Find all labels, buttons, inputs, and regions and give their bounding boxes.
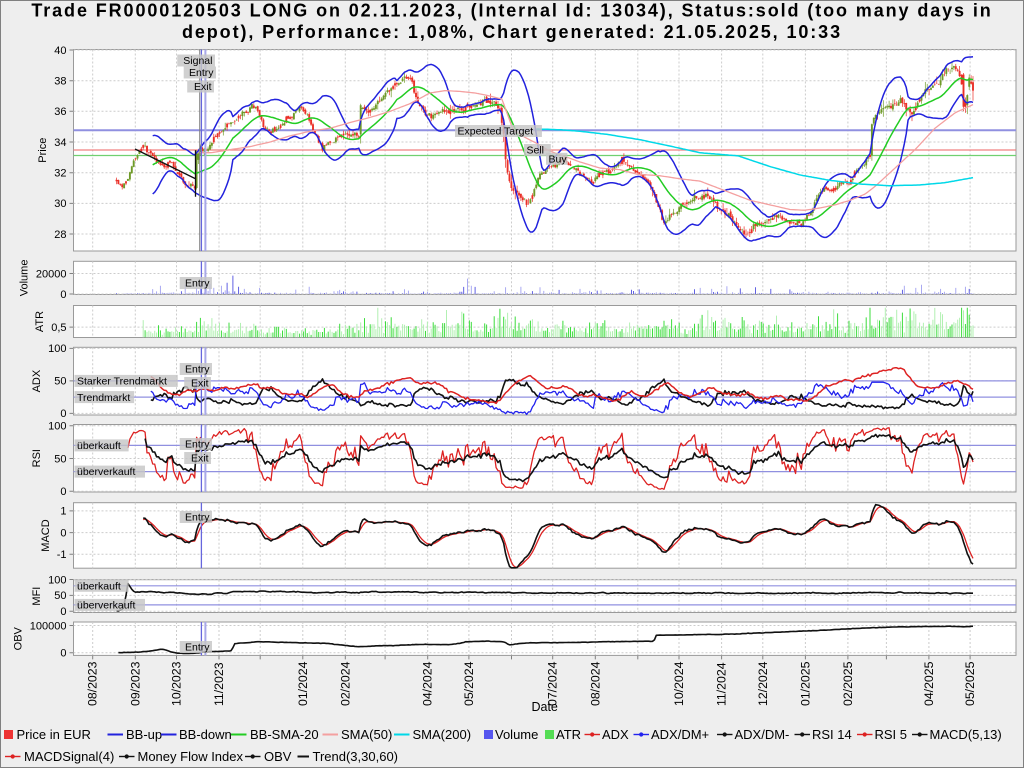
svg-text:Entry: Entry xyxy=(185,642,210,654)
svg-text:ADX/DM+: ADX/DM+ xyxy=(651,727,709,742)
svg-text:überkauft: überkauft xyxy=(77,580,121,592)
svg-text:Volume: Volume xyxy=(19,260,31,297)
svg-text:100000: 100000 xyxy=(30,620,67,632)
svg-text:38: 38 xyxy=(54,76,66,88)
svg-text:04/2024: 04/2024 xyxy=(421,661,435,706)
svg-text:07/2024: 07/2024 xyxy=(546,661,560,706)
svg-text:0: 0 xyxy=(60,408,66,420)
svg-text:11/2023: 11/2023 xyxy=(212,662,226,706)
svg-text:01/2025: 01/2025 xyxy=(798,661,812,706)
svg-text:BB-SMA-20: BB-SMA-20 xyxy=(250,727,319,742)
svg-text:überverkauft: überverkauft xyxy=(77,466,135,478)
svg-text:Signal: Signal xyxy=(183,55,212,67)
svg-text:36: 36 xyxy=(54,106,66,118)
svg-text:ATR: ATR xyxy=(556,727,581,742)
svg-text:SMA(50): SMA(50) xyxy=(341,727,392,742)
svg-text:ADX/DM-: ADX/DM- xyxy=(735,727,790,742)
svg-text:MACD: MACD xyxy=(40,519,52,551)
svg-text:100: 100 xyxy=(48,343,66,355)
svg-text:ATR: ATR xyxy=(34,311,46,332)
svg-text:Exit: Exit xyxy=(191,378,209,390)
svg-text:Entry: Entry xyxy=(189,67,214,79)
svg-text:1: 1 xyxy=(60,506,66,518)
svg-text:04/2025: 04/2025 xyxy=(922,661,936,706)
svg-text:MACDSignal(4): MACDSignal(4) xyxy=(24,749,114,764)
svg-text:RSI: RSI xyxy=(31,449,43,467)
svg-text:0,5: 0,5 xyxy=(51,322,66,334)
svg-text:ADX: ADX xyxy=(602,727,629,742)
svg-text:09/2023: 09/2023 xyxy=(128,661,142,706)
svg-text:Exit: Exit xyxy=(191,453,209,465)
svg-text:Entry: Entry xyxy=(185,512,210,524)
svg-text:Entry: Entry xyxy=(185,364,210,376)
svg-text:SMA(200): SMA(200) xyxy=(413,727,472,742)
svg-text:MACD(5,13): MACD(5,13) xyxy=(930,727,1002,742)
svg-text:40: 40 xyxy=(54,45,66,57)
svg-text:OBV: OBV xyxy=(13,626,25,650)
svg-text:Money Flow Index: Money Flow Index xyxy=(138,749,244,764)
svg-text:RSI 14: RSI 14 xyxy=(812,727,852,742)
svg-text:Buy: Buy xyxy=(549,153,568,165)
svg-text:Entry: Entry xyxy=(185,439,210,451)
svg-text:depot), Performance: 1,08%, Ch: depot), Performance: 1,08%, Chart genera… xyxy=(182,22,842,42)
svg-text:Sell: Sell xyxy=(527,145,545,157)
svg-text:BB-down: BB-down xyxy=(179,727,232,742)
svg-text:Trade FR0000120503 LONG on 02.: Trade FR0000120503 LONG on 02.11.2023, (… xyxy=(31,1,992,21)
svg-text:100: 100 xyxy=(48,574,66,586)
svg-text:0: 0 xyxy=(60,527,66,539)
svg-text:überkauft: überkauft xyxy=(77,440,121,452)
svg-text:ADX: ADX xyxy=(31,369,43,392)
svg-text:01/2024: 01/2024 xyxy=(296,661,310,706)
svg-text:08/2024: 08/2024 xyxy=(588,661,602,706)
svg-text:05/2024: 05/2024 xyxy=(462,661,476,706)
svg-text:30: 30 xyxy=(54,198,66,210)
svg-text:BB-up: BB-up xyxy=(126,727,162,742)
svg-text:02/2024: 02/2024 xyxy=(338,661,352,706)
svg-text:0: 0 xyxy=(60,486,66,498)
svg-text:MFI: MFI xyxy=(31,587,43,606)
svg-text:100: 100 xyxy=(48,421,66,433)
svg-text:50: 50 xyxy=(54,590,66,602)
svg-text:20000: 20000 xyxy=(36,268,67,280)
svg-text:0: 0 xyxy=(60,289,66,301)
svg-text:Trend(3,30,60): Trend(3,30,60) xyxy=(313,749,399,764)
svg-text:OBV: OBV xyxy=(264,749,292,764)
svg-text:11/2024: 11/2024 xyxy=(715,662,729,706)
svg-text:Price: Price xyxy=(37,138,49,163)
svg-text:Exit: Exit xyxy=(194,81,212,93)
svg-text:Starker Trendmarkt: Starker Trendmarkt xyxy=(77,376,167,388)
svg-text:Volume: Volume xyxy=(495,727,538,742)
svg-text:Price in EUR: Price in EUR xyxy=(17,727,91,742)
svg-text:34: 34 xyxy=(54,137,66,149)
svg-text:RSI 5: RSI 5 xyxy=(875,727,908,742)
svg-text:Entry: Entry xyxy=(185,278,210,290)
svg-text:0: 0 xyxy=(60,648,66,660)
svg-text:08/2023: 08/2023 xyxy=(86,661,100,706)
svg-text:0: 0 xyxy=(60,606,66,618)
svg-text:32: 32 xyxy=(54,168,66,180)
svg-text:02/2025: 02/2025 xyxy=(841,661,855,706)
svg-text:05/2025: 05/2025 xyxy=(963,661,977,706)
svg-text:50: 50 xyxy=(54,376,66,388)
svg-text:überverkauft: überverkauft xyxy=(77,600,135,612)
svg-text:50: 50 xyxy=(54,453,66,465)
svg-text:Trendmarkt: Trendmarkt xyxy=(77,392,130,404)
svg-text:10/2023: 10/2023 xyxy=(170,661,184,706)
svg-text:Expected Target: Expected Target xyxy=(458,126,534,138)
svg-text:Date: Date xyxy=(531,700,557,714)
svg-text:12/2024: 12/2024 xyxy=(756,661,770,706)
svg-text:10/2024: 10/2024 xyxy=(672,661,686,706)
svg-text:-1: -1 xyxy=(57,549,67,561)
svg-text:28: 28 xyxy=(54,229,66,241)
